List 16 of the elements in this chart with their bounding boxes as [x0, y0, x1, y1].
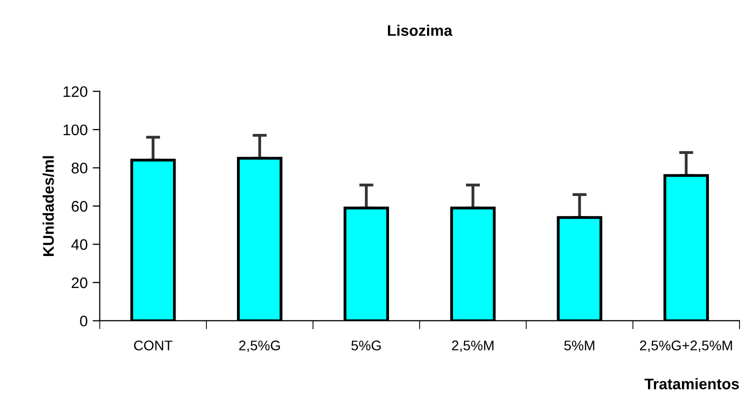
y-tick-label: 80: [72, 162, 88, 174]
x-axis-title: Tratamientos: [644, 378, 739, 390]
x-tick-label: CONT: [134, 340, 172, 350]
x-tick-label: 2,5%G+2,5%M: [640, 340, 732, 352]
chart-title: Lisozima: [388, 24, 452, 36]
y-tick-label: 0: [80, 316, 88, 326]
y-tick-label: 120: [64, 86, 88, 98]
y-tick-label: 20: [72, 277, 88, 288]
x-tick-label: 2,5%M: [452, 340, 494, 352]
y-axis-title: KUnidades/ml: [42, 156, 54, 256]
y-tick-label: 100: [64, 124, 88, 136]
x-tick-label: 2,5%G: [239, 340, 280, 352]
x-tick-label: 5%G: [351, 340, 381, 350]
y-tick-label: 60: [72, 200, 88, 212]
y-tick-label: 40: [71, 239, 88, 250]
x-tick-label: 5%M: [564, 340, 594, 350]
